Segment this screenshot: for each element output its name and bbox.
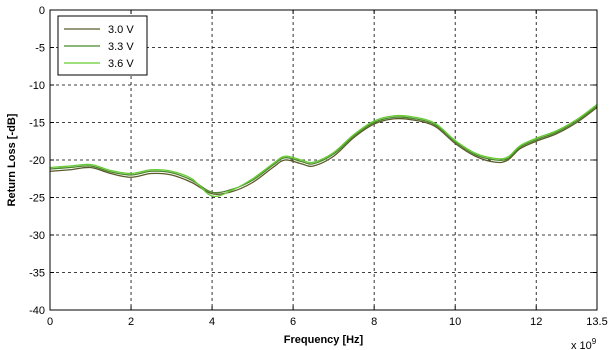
- x-axis-exponent: x 109: [571, 337, 597, 350]
- x-tick-label: 8: [371, 316, 377, 328]
- y-tick-label: -35: [29, 268, 45, 280]
- y-tick-label: -25: [29, 193, 45, 205]
- x-tick-label: 10: [449, 316, 461, 328]
- y-tick-label: -10: [29, 80, 45, 92]
- y-tick-label: -40: [29, 305, 45, 317]
- legend-label: 3.6 V: [108, 58, 134, 70]
- legend-box: [57, 15, 148, 76]
- series-line-2: [49, 105, 598, 194]
- series-line-3: [49, 103, 598, 198]
- x-tick-label: 2: [128, 316, 134, 328]
- legend-label: 3.3 V: [108, 41, 134, 53]
- x-tick-label: 6: [290, 316, 296, 328]
- x-tick-label: 12: [530, 316, 542, 328]
- y-tick-label: -15: [29, 118, 45, 130]
- legend: 3.0 V 3.3 V 3.6 V: [57, 15, 148, 76]
- y-axis-label: Return Loss [-dB]: [6, 113, 18, 206]
- series-line-1: [49, 106, 598, 195]
- y-tick-label: -5: [35, 43, 45, 55]
- x-tick-label: 13.5: [586, 316, 607, 328]
- y-tick-label: -20: [29, 155, 45, 167]
- series-layer: [49, 103, 598, 198]
- y-tick-label: 0: [39, 5, 45, 17]
- x-tick-label: 0: [47, 316, 53, 328]
- x-axis-ticks: 0 2 4 6 8 10 12 13.5: [47, 10, 608, 328]
- x-tick-label: 4: [209, 316, 215, 328]
- legend-label: 3.0 V: [108, 24, 134, 36]
- x-axis-label: Frequency [Hz]: [284, 334, 364, 346]
- x-axis-exponent-base: x 10: [571, 340, 592, 350]
- y-tick-label: -30: [29, 230, 45, 242]
- y-axis-ticks: 0 -5 -10 -15 -20 -25 -30 -35 -40: [29, 5, 597, 317]
- x-axis-exponent-power: 9: [592, 337, 597, 346]
